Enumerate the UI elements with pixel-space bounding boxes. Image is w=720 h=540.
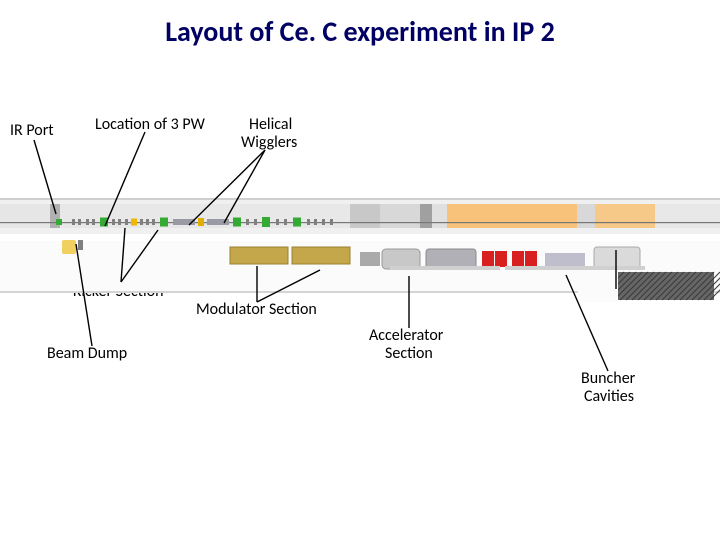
experiment-diagram bbox=[0, 0, 720, 540]
